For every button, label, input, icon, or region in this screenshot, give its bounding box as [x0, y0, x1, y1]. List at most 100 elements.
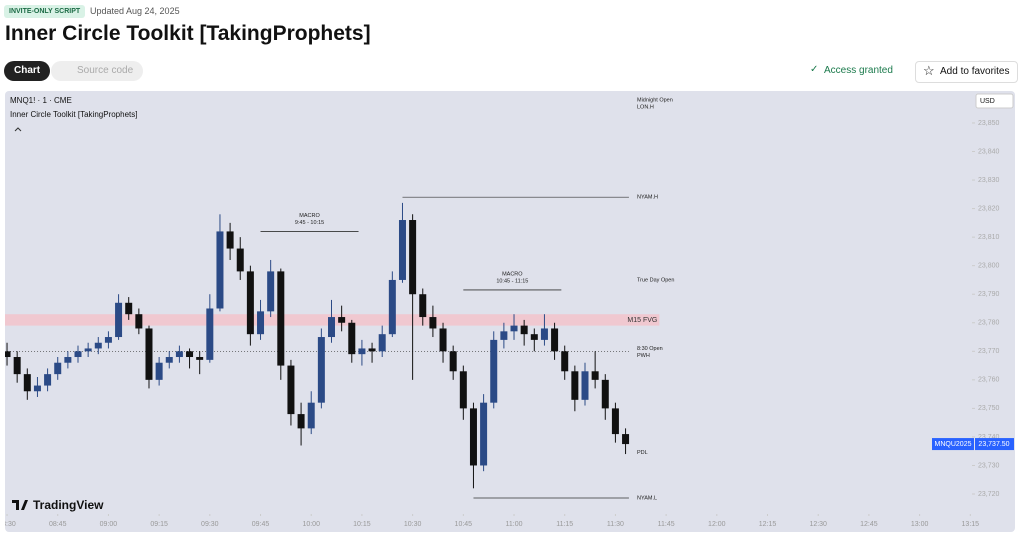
level-label: True Day Open: [637, 277, 674, 283]
y-tick-label: 23,790: [978, 291, 1000, 298]
candle-body: [429, 317, 437, 329]
price-tag-label: 23,737.50: [978, 441, 1009, 448]
candle-body: [409, 220, 417, 295]
x-tick-label: 09:15: [150, 521, 168, 528]
candle-body: [317, 337, 325, 403]
y-tick-label: 23,810: [978, 234, 1000, 241]
access: ✓ Access granted: [810, 64, 893, 76]
y-tick-label: 23,770: [978, 348, 1000, 355]
candle-body: [388, 279, 396, 335]
x-tick-label: 10:00: [302, 521, 320, 528]
macro-title: MACRO: [502, 271, 523, 277]
candle-body: [84, 348, 92, 352]
candle-body: [561, 351, 569, 372]
x-tick-label: 12:00: [708, 521, 726, 528]
y-tick-label: 23,800: [978, 263, 1000, 270]
candle-body: [267, 271, 275, 312]
x-tick-label: 08:45: [49, 521, 67, 528]
symbol: MNQ1! · 1 · CME: [10, 96, 72, 105]
y-tick-label: 23,830: [978, 177, 1000, 184]
candle-body: [449, 351, 457, 372]
y-tick-label: 23,740: [978, 434, 1000, 441]
candle-body: [104, 337, 112, 343]
x-tick-label: 10:15: [353, 521, 371, 528]
candle-body: [155, 362, 163, 380]
price-tag-symbol-box: [932, 438, 974, 451]
plot: 23,720 23,730 23,740 23,750 23,760 23,770 23,7…: [0, 97, 1000, 528]
candle-body: [571, 371, 579, 400]
candle-body: [500, 331, 508, 340]
y-tick-label: 23,850: [978, 120, 1000, 127]
candle-body: [206, 308, 214, 360]
candle-body: [135, 314, 143, 329]
level-label: NYAM.L: [637, 495, 657, 501]
candle-body: [186, 351, 194, 358]
x-tick-label: 12:15: [759, 521, 777, 528]
x-tick-label: 13:00: [911, 521, 929, 528]
candle-body: [196, 357, 204, 360]
level-sub-label: LON.H: [637, 104, 654, 110]
y-tick-label: 23,820: [978, 205, 1000, 212]
x-tick-label: 11:45: [658, 521, 675, 528]
candle-body: [358, 348, 366, 355]
candle-body: [175, 351, 183, 358]
candle-body: [622, 434, 630, 445]
candle-body: [277, 271, 285, 366]
y-tick-label: 23,730: [978, 462, 1000, 469]
candle-body: [54, 362, 62, 375]
collapse-icon[interactable]: [14, 127, 22, 132]
candle-body: [490, 339, 498, 403]
candle-body: [520, 325, 528, 335]
candle-body: [307, 402, 315, 429]
candle-body: [469, 408, 477, 466]
y-tick-label: 23,840: [978, 148, 1000, 155]
candle-body: [591, 371, 599, 380]
level-label: NYAM.H: [637, 195, 658, 201]
y-tick-label: 23,720: [978, 491, 1000, 498]
x-tick-label: 12:45: [860, 521, 878, 528]
brand: TradingView: [12, 498, 104, 512]
candle-body: [581, 371, 589, 400]
x-tick-label: 08:30: [0, 521, 16, 528]
x-tick-label: 09:00: [100, 521, 118, 528]
price-tag-box: [975, 438, 1014, 451]
candle-body: [13, 357, 21, 375]
x-tick-label: 09:30: [201, 521, 219, 528]
candle-body: [601, 379, 609, 409]
candle-body: [378, 334, 386, 352]
candle-body: [348, 322, 356, 355]
y-tick-label: 23,760: [978, 377, 1000, 384]
chart-tab[interactable]: Chart: [4, 61, 51, 81]
x-tick-label: 12:30: [809, 521, 827, 528]
candle-body: [23, 374, 31, 392]
x-tick-label: 11:30: [607, 521, 624, 528]
candle-body: [419, 294, 427, 318]
brand-text: TradingView: [33, 498, 104, 512]
candle-body: [236, 248, 244, 272]
access-text: Access granted: [824, 65, 893, 76]
candle-body: [94, 342, 102, 349]
favorites-button[interactable]: ☆ Add to favorites: [915, 61, 1019, 83]
currency-box[interactable]: [975, 93, 1014, 109]
candle-body: [480, 402, 488, 466]
candle-body: [368, 348, 376, 352]
level-label: 8:30 Open: [637, 346, 663, 352]
candle-body: [33, 385, 41, 392]
source-tab[interactable]: Source code: [51, 61, 144, 81]
candle-body: [216, 231, 224, 309]
candle-body: [145, 328, 153, 380]
candle-body: [328, 317, 336, 338]
candle-body: [64, 357, 72, 363]
candle-body: [287, 365, 295, 415]
title: Inner Circle Toolkit [TakingProphets]: [5, 22, 371, 45]
x-tick-label: 10:30: [404, 521, 422, 528]
updated: Updated Aug 24, 2025: [90, 6, 180, 16]
candle-body: [297, 414, 305, 429]
y-tick-label: 23,750: [978, 405, 1000, 412]
y-tick-label: 23,780: [978, 320, 1000, 327]
candle-body: [540, 328, 548, 340]
candle-body: [530, 334, 538, 340]
level-label: PDL: [637, 450, 648, 456]
candle-body: [74, 351, 82, 358]
